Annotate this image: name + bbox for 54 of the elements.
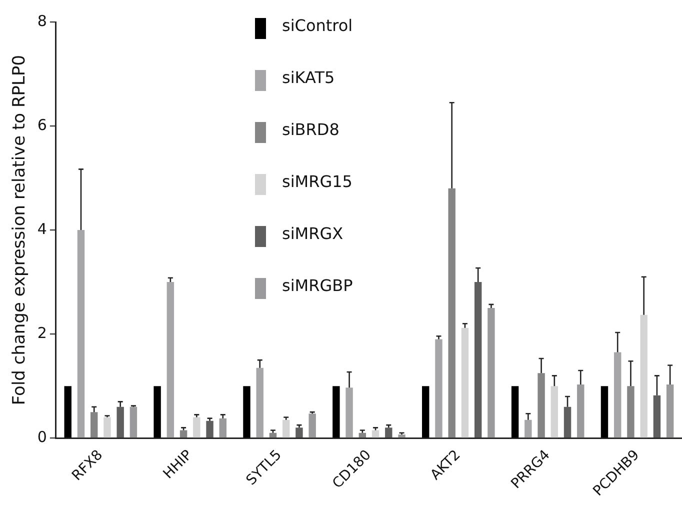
bar [193,417,200,438]
bar [180,430,188,438]
y-tick-label: 8 [37,12,47,30]
bar [488,308,495,438]
bar [627,386,634,438]
bar [538,373,545,438]
bar [90,412,98,438]
bar [154,386,161,438]
y-tick-label: 2 [37,324,47,342]
bar [435,339,442,438]
bar [577,384,584,438]
bar [296,428,303,438]
bar [332,386,340,438]
bar [666,384,674,438]
bar [282,420,290,438]
legend-label: siBRD8 [282,120,340,140]
bar [422,386,430,438]
bar [206,420,214,438]
bar [130,406,138,438]
bar [461,328,469,438]
bar [256,368,264,438]
bar [243,386,250,438]
bar [166,282,174,438]
bar [219,418,226,438]
bar [77,230,85,438]
legend-label: siMRG15 [282,172,352,192]
bar [116,406,124,438]
bar [564,406,572,438]
bar [398,434,406,438]
bar [448,188,456,438]
bar [104,417,111,438]
bar [653,395,661,438]
bar [372,430,380,438]
legend-label: siMRGBP [282,276,354,296]
y-axis-title: Fold change expression relative to RPLP0 [10,54,30,406]
bar [614,352,622,438]
bar [524,420,532,438]
legend-label: siMRGX [282,224,344,244]
bar [640,314,648,438]
bar [358,432,366,438]
legend-label: siKAT5 [282,68,335,88]
bar [474,282,482,438]
bar [511,386,519,438]
y-tick-label: 4 [37,220,47,238]
bar [269,432,277,438]
bar [308,414,316,438]
bar [64,386,72,438]
bar [346,388,353,438]
bar [550,386,558,438]
bar [385,428,392,438]
bar [600,386,608,438]
y-tick-label: 6 [37,116,47,134]
legend-label: siControl [282,16,353,36]
y-tick-label: 0 [37,428,47,446]
